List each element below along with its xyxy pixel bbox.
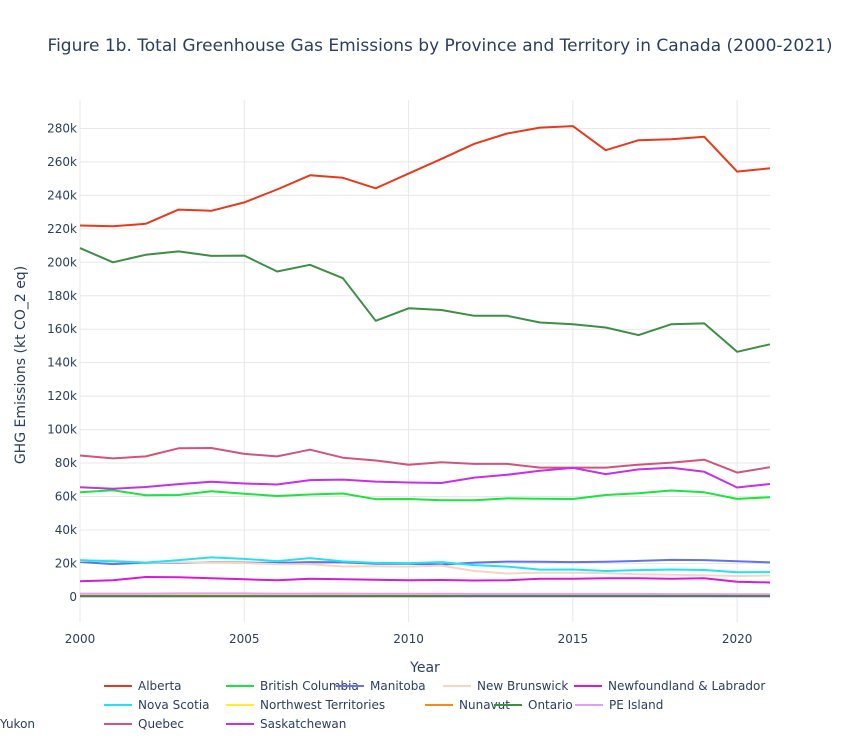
legend-item-8[interactable]: Ontario <box>494 698 573 712</box>
legend-item-6[interactable]: Northwest Territories <box>226 698 385 712</box>
legend-item-7[interactable]: Nunavut <box>425 698 510 712</box>
legend-item-12[interactable]: Yukon <box>0 717 35 731</box>
legend-label: Northwest Territories <box>260 698 385 712</box>
y-tick-label: 280k <box>47 121 77 135</box>
legend-label: Yukon <box>0 717 35 731</box>
series-line-0 <box>79 125 771 228</box>
legend-item-5[interactable]: Nova Scotia <box>104 698 210 712</box>
legend-label: Quebec <box>138 717 184 731</box>
y-tick-label: 260k <box>47 155 77 169</box>
legend-label: Saskatchewan <box>260 717 346 731</box>
legend-label: Manitoba <box>370 679 426 693</box>
y-tick-label: 60k <box>55 490 77 504</box>
legend-label: Nunavut <box>459 698 510 712</box>
y-tick-label: 140k <box>47 356 77 370</box>
legend-label: New Brunswick <box>477 679 568 693</box>
legend-item-9[interactable]: PE Island <box>575 698 663 712</box>
y-axis-title: GHG Emissions (kt CO_2 eq) <box>13 266 29 464</box>
y-tick-label: 100k <box>47 423 77 437</box>
legend-item-0[interactable]: Alberta <box>104 679 182 693</box>
legend-item-4[interactable]: Newfoundland & Labrador <box>574 679 765 693</box>
y-tick-label: 120k <box>47 389 77 403</box>
y-tick-label: 0 <box>69 590 77 604</box>
grid-layer <box>79 100 770 622</box>
series-line-10 <box>79 447 771 474</box>
tick-layer: 2000 2005 2010 2015 2020 0 20k 40k 60k 80k 100k 120… <box>47 121 752 646</box>
y-tick-label: 80k <box>55 456 77 470</box>
series-line-8 <box>79 247 771 353</box>
y-tick-label: 240k <box>47 188 77 202</box>
legend-item-3[interactable]: New Brunswick <box>443 679 568 693</box>
legend-item-10[interactable]: Quebec <box>104 717 184 731</box>
y-tick-label: 40k <box>55 523 77 537</box>
y-tick-label: 20k <box>55 556 77 570</box>
series-line-1 <box>79 489 771 502</box>
legend-label: British Columbia <box>260 679 359 693</box>
legend-label: PE Island <box>609 698 663 712</box>
legend-item-2[interactable]: Manitoba <box>336 679 426 693</box>
x-tick-label: 2020 <box>722 632 753 646</box>
x-axis-title: Year <box>409 660 440 676</box>
series-line-11 <box>79 466 771 490</box>
legend-label: Alberta <box>138 679 182 693</box>
x-tick-label: 2005 <box>229 632 260 646</box>
legend[interactable]: Alberta British Columbia Manitoba New Bruns… <box>0 679 765 731</box>
legend-label: Newfoundland & Labrador <box>608 679 765 693</box>
legend-item-11[interactable]: Saskatchewan <box>226 717 346 731</box>
legend-label: Nova Scotia <box>138 698 210 712</box>
series-line-4 <box>79 576 771 584</box>
y-tick-label: 180k <box>47 289 77 303</box>
y-tick-label: 220k <box>47 222 77 236</box>
series-line-3 <box>79 559 771 577</box>
x-tick-label: 2015 <box>558 632 589 646</box>
series-line-5 <box>79 556 771 574</box>
legend-label: Ontario <box>528 698 573 712</box>
y-tick-label: 160k <box>47 322 77 336</box>
x-tick-label: 2010 <box>393 632 424 646</box>
series-layer <box>79 125 771 598</box>
y-tick-label: 200k <box>47 255 77 269</box>
x-tick-label: 2000 <box>65 632 96 646</box>
series-line-9 <box>80 592 770 596</box>
chart-title: Figure 1b. Total Greenhouse Gas Emission… <box>48 36 833 56</box>
legend-item-1[interactable]: British Columbia <box>226 679 359 693</box>
